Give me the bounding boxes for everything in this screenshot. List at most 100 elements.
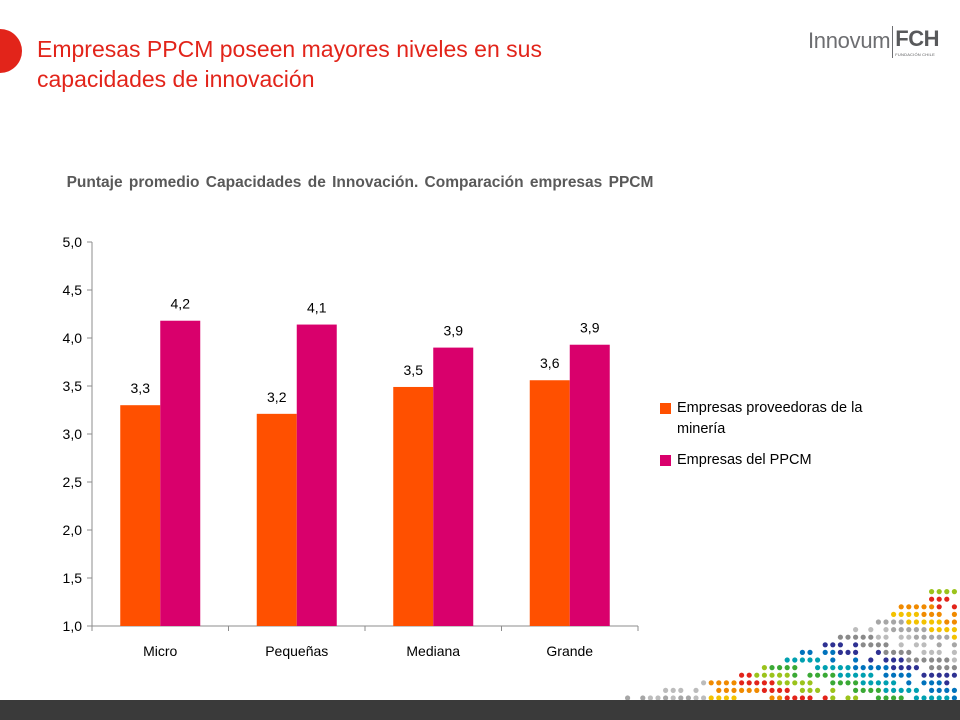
decorative-dot [815, 687, 821, 694]
decorative-dot [837, 672, 844, 678]
decorative-dot [906, 604, 912, 610]
decorative-dot [853, 657, 859, 663]
decorative-dot [860, 634, 866, 640]
decorative-dot [746, 687, 752, 694]
decorative-dot [898, 642, 904, 648]
y-tick-label: 3,5 [63, 378, 83, 394]
decorative-dot [929, 619, 935, 625]
decorative-dot [769, 665, 775, 671]
decorative-dot [891, 657, 897, 663]
decorative-dot [936, 589, 942, 595]
innovum-fch-logo: Innovum FCH FUNDACIÓN CHILE [808, 26, 939, 62]
decorative-dot [913, 687, 920, 694]
decorative-dot [815, 672, 821, 678]
decorative-dot [792, 695, 798, 701]
decorative-dot [921, 680, 927, 686]
decorative-dot [761, 680, 768, 686]
decorative-dot [951, 611, 958, 618]
decorative-dot [716, 695, 722, 701]
decorative-dot [906, 672, 912, 678]
decorative-dot [807, 649, 813, 656]
legend-item-ppcm: Empresas del PPCM [660, 450, 900, 471]
decorative-dot [944, 657, 950, 663]
decorative-dot [845, 680, 851, 686]
bar-ppcm [569, 344, 610, 626]
decorative-dot [792, 657, 798, 663]
decorative-dot [822, 642, 828, 648]
decorative-dot [875, 680, 882, 686]
decorative-dot [868, 657, 874, 663]
decorative-dot [913, 657, 920, 663]
decorative-dot [921, 627, 927, 633]
decorative-dot [921, 642, 927, 648]
decorative-dot [853, 687, 859, 694]
decorative-dot [670, 687, 676, 694]
legend-swatch-proveedoras [660, 403, 671, 414]
decorative-dot [807, 687, 813, 694]
decorative-dot [853, 642, 859, 648]
decorative-dot [883, 695, 889, 701]
bar-ppcm [296, 324, 337, 626]
slide-title: Empresas PPCM poseen mayores niveles en … [37, 36, 542, 92]
decorative-dot [761, 687, 768, 694]
x-tick-label: Pequeñas [265, 643, 328, 659]
decorative-dot [921, 672, 927, 678]
decorative-dot [853, 627, 859, 633]
decorative-dot [640, 695, 646, 701]
decorative-dot [830, 687, 836, 694]
decorative-dot [936, 649, 942, 656]
y-tick-label: 4,5 [63, 282, 83, 298]
decorative-dot [739, 680, 745, 686]
decorative-dot [837, 642, 844, 648]
decorative-dot [815, 665, 821, 671]
decorative-dot [754, 680, 760, 686]
decorative-dot [860, 642, 866, 648]
decorative-dot [936, 687, 942, 694]
decorative-dot [906, 680, 912, 686]
decorative-dot [769, 687, 775, 694]
decorative-dot [792, 680, 798, 686]
decorative-dot [830, 642, 836, 648]
x-tick-label: Grande [546, 643, 593, 659]
decorative-dot [799, 680, 806, 686]
decorative-dot [761, 672, 768, 678]
decorative-dot [936, 642, 942, 648]
decorative-dot [853, 665, 859, 671]
decorative-dot [830, 680, 836, 686]
decorative-dot [891, 611, 897, 618]
decorative-dot [868, 687, 874, 694]
decorative-dot [898, 604, 904, 610]
decorative-dot [822, 649, 828, 656]
decorative-dot [837, 680, 844, 686]
decorative-dot [951, 665, 958, 671]
bar-ppcm [160, 320, 201, 626]
decorative-dot [777, 680, 783, 686]
decorative-dot [739, 672, 745, 678]
decorative-dot [944, 680, 950, 686]
decorative-dot [625, 695, 631, 701]
decorative-dot [883, 634, 889, 640]
decorative-dot [883, 657, 889, 663]
decorative-dot [921, 649, 927, 656]
decorative-dot [777, 665, 783, 671]
decorative-dot [913, 642, 920, 648]
decorative-dot [913, 627, 920, 633]
decorative-dot [868, 672, 874, 678]
logo-word: Innovum [808, 28, 891, 53]
decorative-dot [875, 649, 882, 656]
decorative-dot [929, 680, 935, 686]
decorative-dot [868, 627, 874, 633]
decorative-dot [929, 596, 935, 602]
decorative-dot [936, 680, 942, 686]
decorative-dot [875, 642, 882, 648]
decorative-dot [853, 649, 859, 656]
decorative-dot [891, 680, 897, 686]
decorative-dot [921, 634, 927, 640]
footer-bar [0, 700, 960, 720]
decorative-dot [769, 680, 775, 686]
decorative-dot [807, 680, 813, 686]
decorative-dot [708, 680, 714, 686]
decorative-dot [936, 695, 942, 701]
